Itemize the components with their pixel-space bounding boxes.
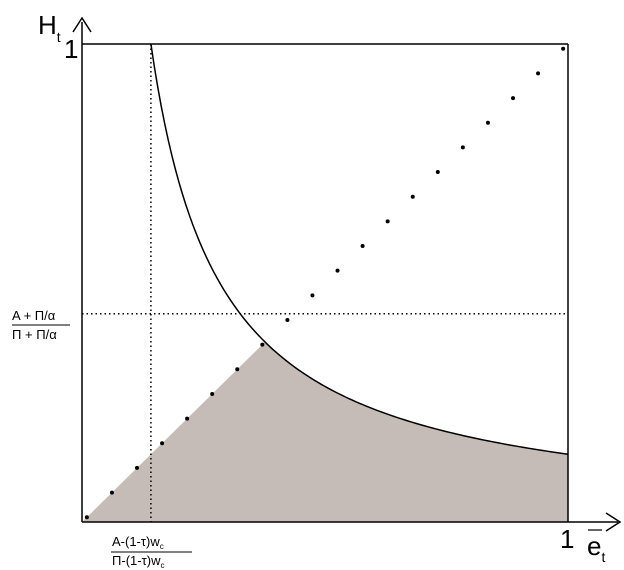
y-threshold-numerator: A + Π/α: [12, 308, 56, 323]
diagonal-dot: [335, 268, 340, 273]
x-max-label: 1: [560, 524, 574, 554]
diagonal-dotted-line: [84, 46, 566, 520]
diagonal-dot: [235, 367, 240, 372]
diagonal-dot: [260, 342, 265, 347]
diagonal-dot: [360, 244, 365, 249]
x-axis-arrowhead: [605, 512, 622, 532]
diagonal-dot: [109, 490, 114, 495]
diagonal-dot: [84, 515, 89, 520]
diagonal-dot: [536, 71, 541, 76]
diagonal-dot: [410, 194, 415, 199]
x-threshold-denominator: Π-(1-τ)wc: [112, 553, 164, 570]
diagonal-dot: [485, 120, 490, 125]
diagonal-dot: [310, 293, 315, 298]
diagonal-dot: [285, 317, 290, 322]
diagonal-dot: [435, 170, 440, 175]
x-axis-label: et: [587, 531, 605, 565]
diagonal-dot: [210, 391, 215, 396]
diagonal-dot: [160, 441, 165, 446]
y-axis-label: Ht: [38, 10, 61, 45]
diagonal-dot: [185, 416, 190, 421]
diagonal-dot: [460, 145, 465, 150]
diagonal-dot: [134, 465, 139, 470]
diagonal-dot: [385, 219, 390, 224]
y-threshold-denominator: Π + Π/α: [12, 327, 57, 342]
x-threshold-numerator: A-(1-τ)wc: [112, 534, 164, 551]
diagonal-dot: [511, 96, 516, 101]
diagonal-dot: [561, 46, 566, 51]
shaded-region: [82, 342, 568, 522]
y-max-label: 1: [64, 34, 78, 64]
hyperbola-curve: [150, 43, 569, 455]
y-axis-arrowhead: [72, 16, 92, 33]
